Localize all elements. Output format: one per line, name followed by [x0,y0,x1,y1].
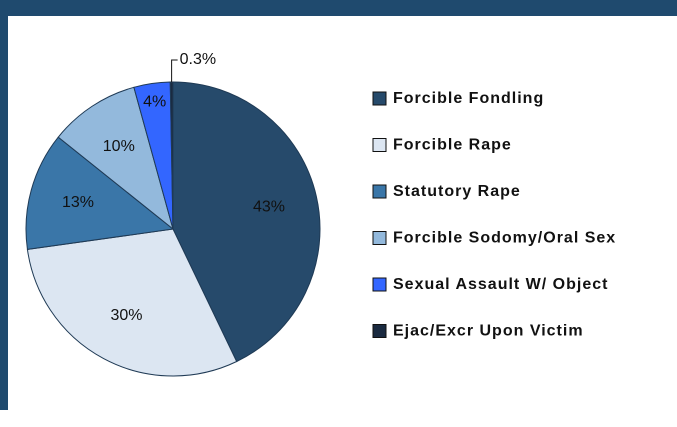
header-bar [0,0,677,16]
legend-swatch [372,91,387,106]
legend-swatch [372,138,387,152]
legend-label: Forcible Rape [393,137,512,154]
pie-slice [169,81,174,230]
legend-swatch [372,184,387,199]
legend-swatch [372,231,387,245]
pie-slice [26,228,238,377]
legend-swatch [372,324,387,338]
legend-swatch [372,277,387,292]
legend-label: Forcible Fondling [393,90,544,107]
leader-line [171,59,178,83]
left-border [0,0,8,410]
pie-slice [172,81,321,363]
data-label: 13% [62,194,94,211]
legend-label: Statutory Rape [393,183,521,200]
data-label: 30% [110,307,142,324]
legend-label: Forcible Sodomy/Oral Sex [393,230,616,247]
legend-label: Sexual Assault W/ Object [393,276,608,293]
data-label: 0.3% [180,51,216,68]
legend-label: Ejac/Excr Upon Victim [393,323,584,340]
data-label: 4% [143,94,166,111]
pie-slice [57,86,174,231]
pie-slice [25,136,175,250]
data-label: 10% [103,138,135,155]
data-label: 43% [253,198,285,215]
